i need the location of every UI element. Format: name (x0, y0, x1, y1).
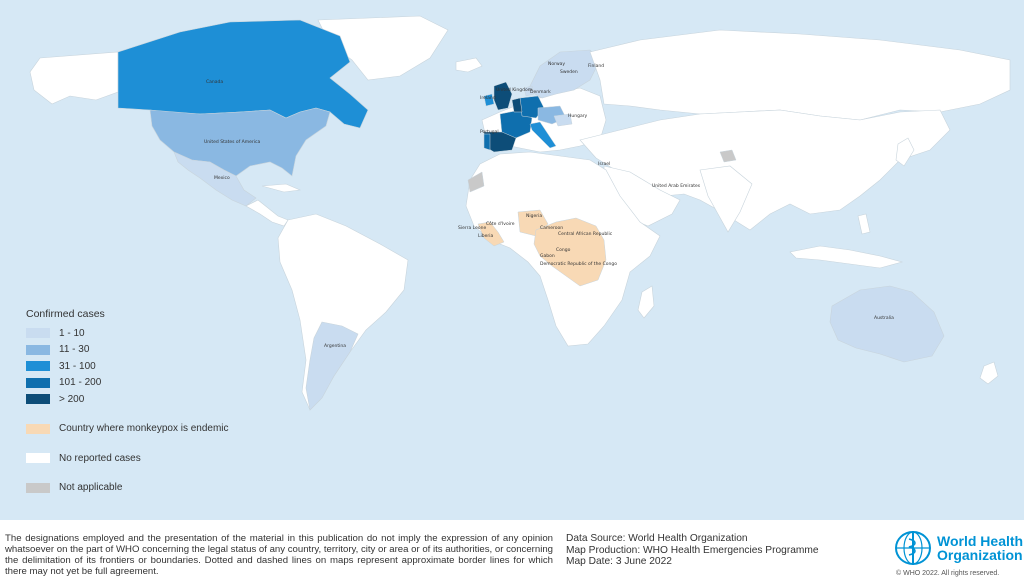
label-nigeria: Nigeria (526, 214, 543, 219)
south-america-shape (277, 213, 409, 411)
legend-swatch-over-200 (26, 394, 50, 405)
india-shape (699, 165, 753, 233)
indonesia-shape (789, 245, 904, 269)
russia-shape (589, 29, 1011, 121)
label-mexico: Mexico (214, 176, 230, 181)
ireland-shape (483, 93, 495, 107)
who-emblem-icon (895, 531, 931, 565)
legend-row-11-30: 11 - 30 (26, 342, 229, 359)
western-sahara-shape (467, 171, 485, 193)
map-svg (29, 15, 1011, 411)
label-uae: United Arab Emirates (652, 184, 701, 189)
label-sierra-leone: Sierra Leone (458, 226, 487, 231)
alaska-shape (29, 51, 119, 105)
legend-swatch-endemic (26, 423, 50, 434)
label-cameroon: Cameroon (540, 226, 564, 231)
legend-row-101-200: 101 - 200 (26, 375, 229, 392)
who-wordmark-line1: World Health (937, 533, 1024, 549)
japan-shape (895, 137, 915, 167)
label-finland: Finland (588, 64, 605, 69)
legend-swatch-none (26, 453, 50, 464)
philippines-shape (857, 213, 871, 235)
legend-label-over-200: > 200 (59, 393, 85, 405)
label-hungary: Hungary (568, 114, 588, 119)
map-legend: Confirmed cases 1 - 10 11 - 30 31 - 100 … (26, 308, 229, 496)
label-liberia: Liberia (478, 234, 494, 239)
disclaimer-text: The designations employed and the presen… (5, 533, 553, 577)
who-logo: World Health Organization (893, 529, 1023, 567)
legend-swatch-11-30 (26, 344, 50, 355)
legend-row-over-200: > 200 (26, 391, 229, 408)
hungary-shape (553, 113, 573, 127)
label-congo: Congo (556, 248, 571, 253)
legend-row-na: Not applicable (26, 480, 229, 497)
source-block: Data Source: World Health Organization M… (566, 533, 819, 568)
cuba-shape (261, 183, 302, 193)
legend-swatch-31-100 (26, 361, 50, 372)
legend-label-31-100: 31 - 100 (59, 360, 96, 372)
new-zealand-shape (979, 361, 999, 385)
footer (0, 520, 1024, 582)
label-drc: Democratic Republic of the Congo (540, 262, 617, 267)
legend-row-endemic: Country where monkeypox is endemic (26, 421, 229, 438)
label-canada: Canada (206, 80, 224, 85)
uk-shape (493, 81, 513, 111)
portugal-shape (483, 133, 491, 151)
central-america-shape (245, 199, 289, 227)
legend-label-endemic: Country where monkeypox is endemic (59, 423, 229, 435)
legend-title: Confirmed cases (26, 308, 105, 320)
italy-shape (529, 121, 557, 149)
legend-label-11-30: 11 - 30 (59, 344, 90, 356)
benelux-shape (511, 97, 523, 113)
label-usa: United States of America (204, 140, 261, 145)
legend-label-none: No reported cases (59, 452, 141, 464)
label-portugal: Portugal (480, 130, 499, 135)
map-production: Map Production: WHO Health Emergencies P… (566, 544, 819, 556)
map-date: Map Date: 3 June 2022 (566, 556, 672, 567)
who-wordmark: World Health Organization (937, 534, 1023, 562)
kashmir-shape (719, 149, 737, 163)
world-map: Canada United States of America Mexico A… (0, 0, 1024, 520)
iceland-shape (455, 57, 483, 73)
australia-shape (829, 285, 945, 363)
who-wordmark-line2: Organization (937, 547, 1023, 563)
label-israel: Israel (598, 162, 611, 167)
mexico-shape (173, 151, 257, 207)
label-gabon: Gabon (540, 254, 555, 259)
legend-label-101-200: 101 - 200 (59, 377, 102, 389)
legend-swatch-101-200 (26, 377, 50, 388)
label-sweden: Sweden (560, 70, 578, 75)
legend-swatch-1-10 (26, 328, 50, 339)
label-car: Central African Republic (558, 232, 613, 237)
denmark-shape (523, 85, 535, 97)
data-source: Data Source: World Health Organization (566, 533, 748, 544)
label-australia: Australia (874, 316, 894, 321)
legend-label-1-10: 1 - 10 (59, 327, 85, 339)
legend-row-1-10: 1 - 10 (26, 325, 229, 342)
legend-label-na: Not applicable (59, 482, 123, 494)
west-africa-endemic-shape (477, 221, 505, 247)
madagascar-shape (637, 285, 655, 319)
label-denmark: Denmark (530, 90, 551, 95)
legend-swatch-na (26, 482, 50, 493)
scandinavia-shape (527, 49, 601, 99)
central-africa-endemic-shape (533, 217, 607, 287)
label-cote: Côte d'Ivoire (486, 222, 515, 227)
legend-row-31-100: 31 - 100 (26, 358, 229, 375)
argentina-shape (305, 321, 359, 411)
label-uk: United Kingdom (496, 88, 533, 93)
label-argentina: Argentina (324, 344, 346, 349)
label-ireland: Ireland (480, 96, 496, 101)
label-norway: Norway (548, 62, 566, 67)
copyright: © WHO 2022. All rights reserved. (896, 570, 1000, 577)
legend-row-none: No reported cases (26, 450, 229, 467)
